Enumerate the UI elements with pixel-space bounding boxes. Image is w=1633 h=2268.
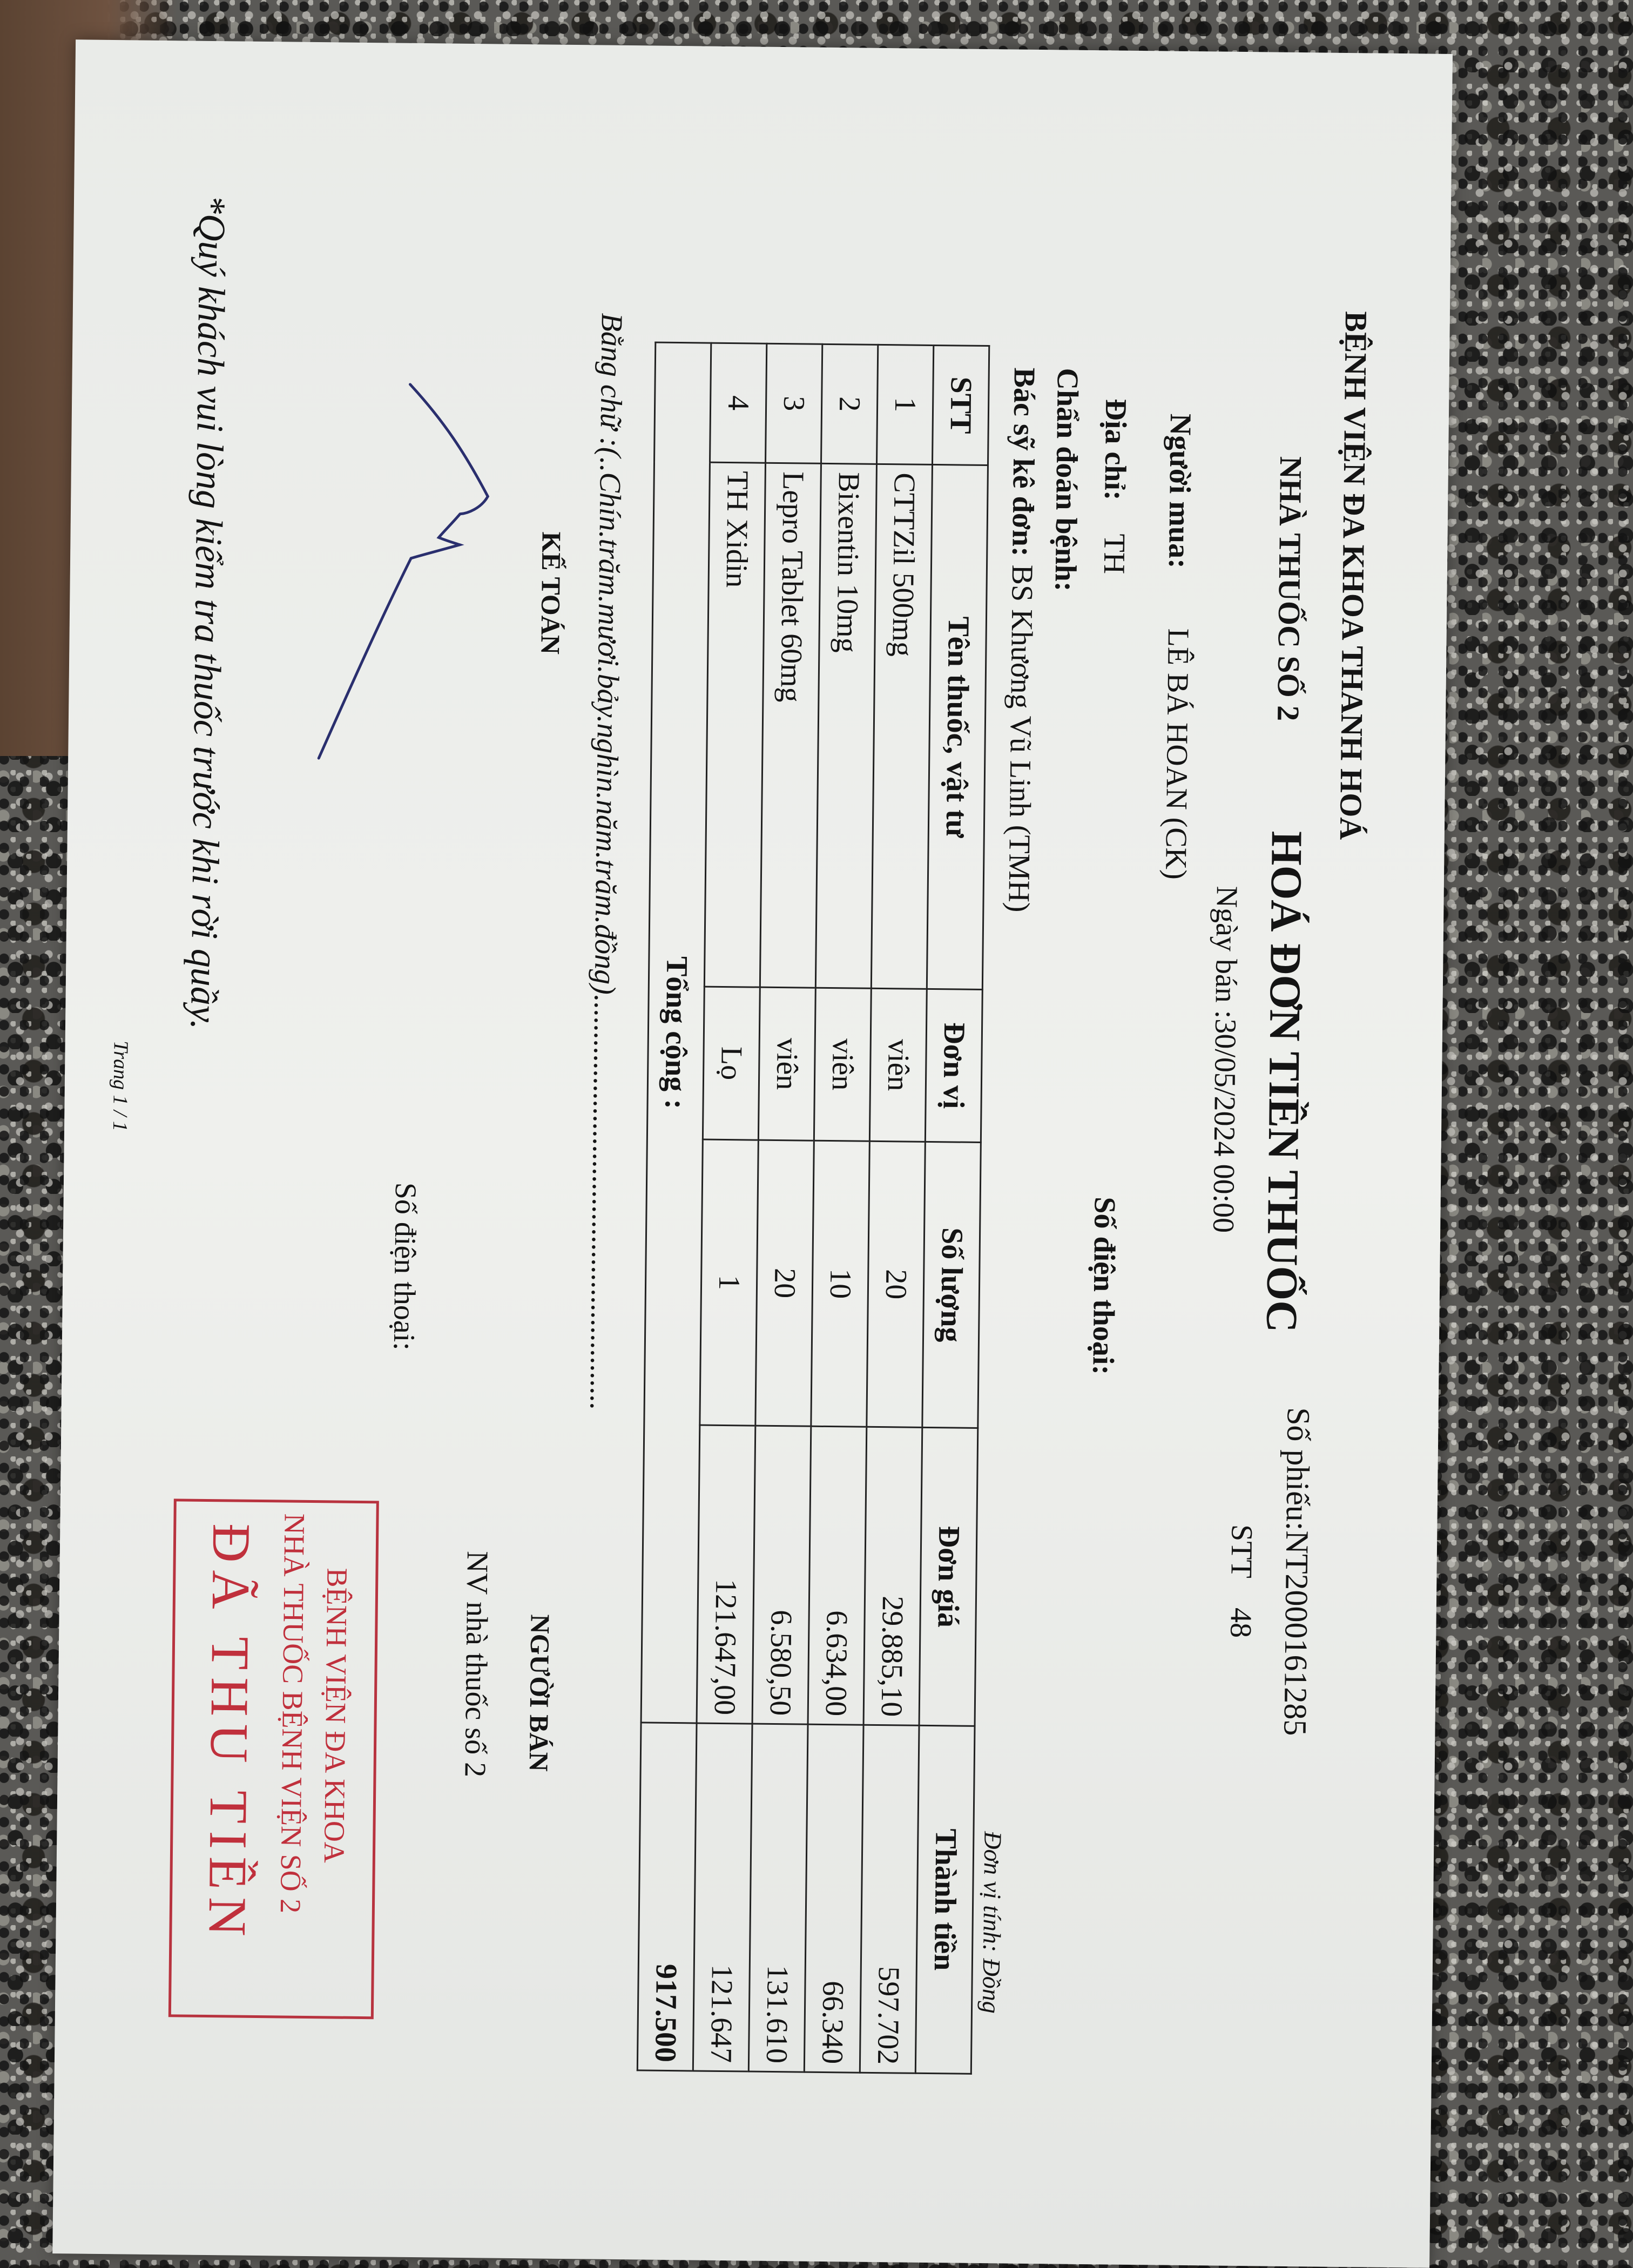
footer-note: *Quý khách vui lòng kiểm tra thuốc trước…: [182, 194, 233, 1030]
accountant-signature: [317, 383, 490, 760]
page-number: Trang 1 / 1: [108, 1041, 132, 1132]
pharmacy-invoice-paper: BỆNH VIỆN ĐA KHOA NHÀ THUỐC BỆNH VIỆN SỐ…: [52, 39, 1453, 2268]
